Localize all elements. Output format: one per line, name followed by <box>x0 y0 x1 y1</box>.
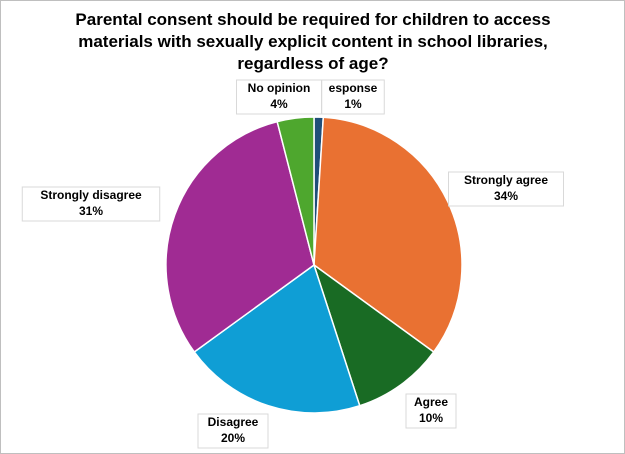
slice-value-label: 31% <box>79 204 103 218</box>
label-box <box>236 79 322 115</box>
slice-value-label: 34% <box>494 189 518 203</box>
slice-value-label: 1% <box>344 97 362 111</box>
slice-label: No opinion <box>248 81 311 95</box>
slice-value-label: 10% <box>419 411 443 425</box>
label-box <box>405 393 457 429</box>
pie-slice <box>313 116 463 354</box>
pie-slice <box>276 116 315 266</box>
slice-value-label: 20% <box>221 431 245 445</box>
pie-slice <box>165 120 315 354</box>
slice-value-label: 4% <box>270 97 288 111</box>
slice-label: Strongly agree <box>464 173 548 187</box>
slice-label: esponse <box>329 81 378 95</box>
slice-label: Strongly disagree <box>40 188 142 202</box>
chart-title: Parental consent should be required for … <box>75 10 551 73</box>
label-box <box>448 171 564 207</box>
slice-label: Disagree <box>208 415 259 429</box>
slice-label: Agree <box>414 395 448 409</box>
label-box <box>21 186 161 222</box>
pie-slice <box>312 263 435 407</box>
pie-slice <box>193 263 361 414</box>
label-box <box>197 413 269 449</box>
